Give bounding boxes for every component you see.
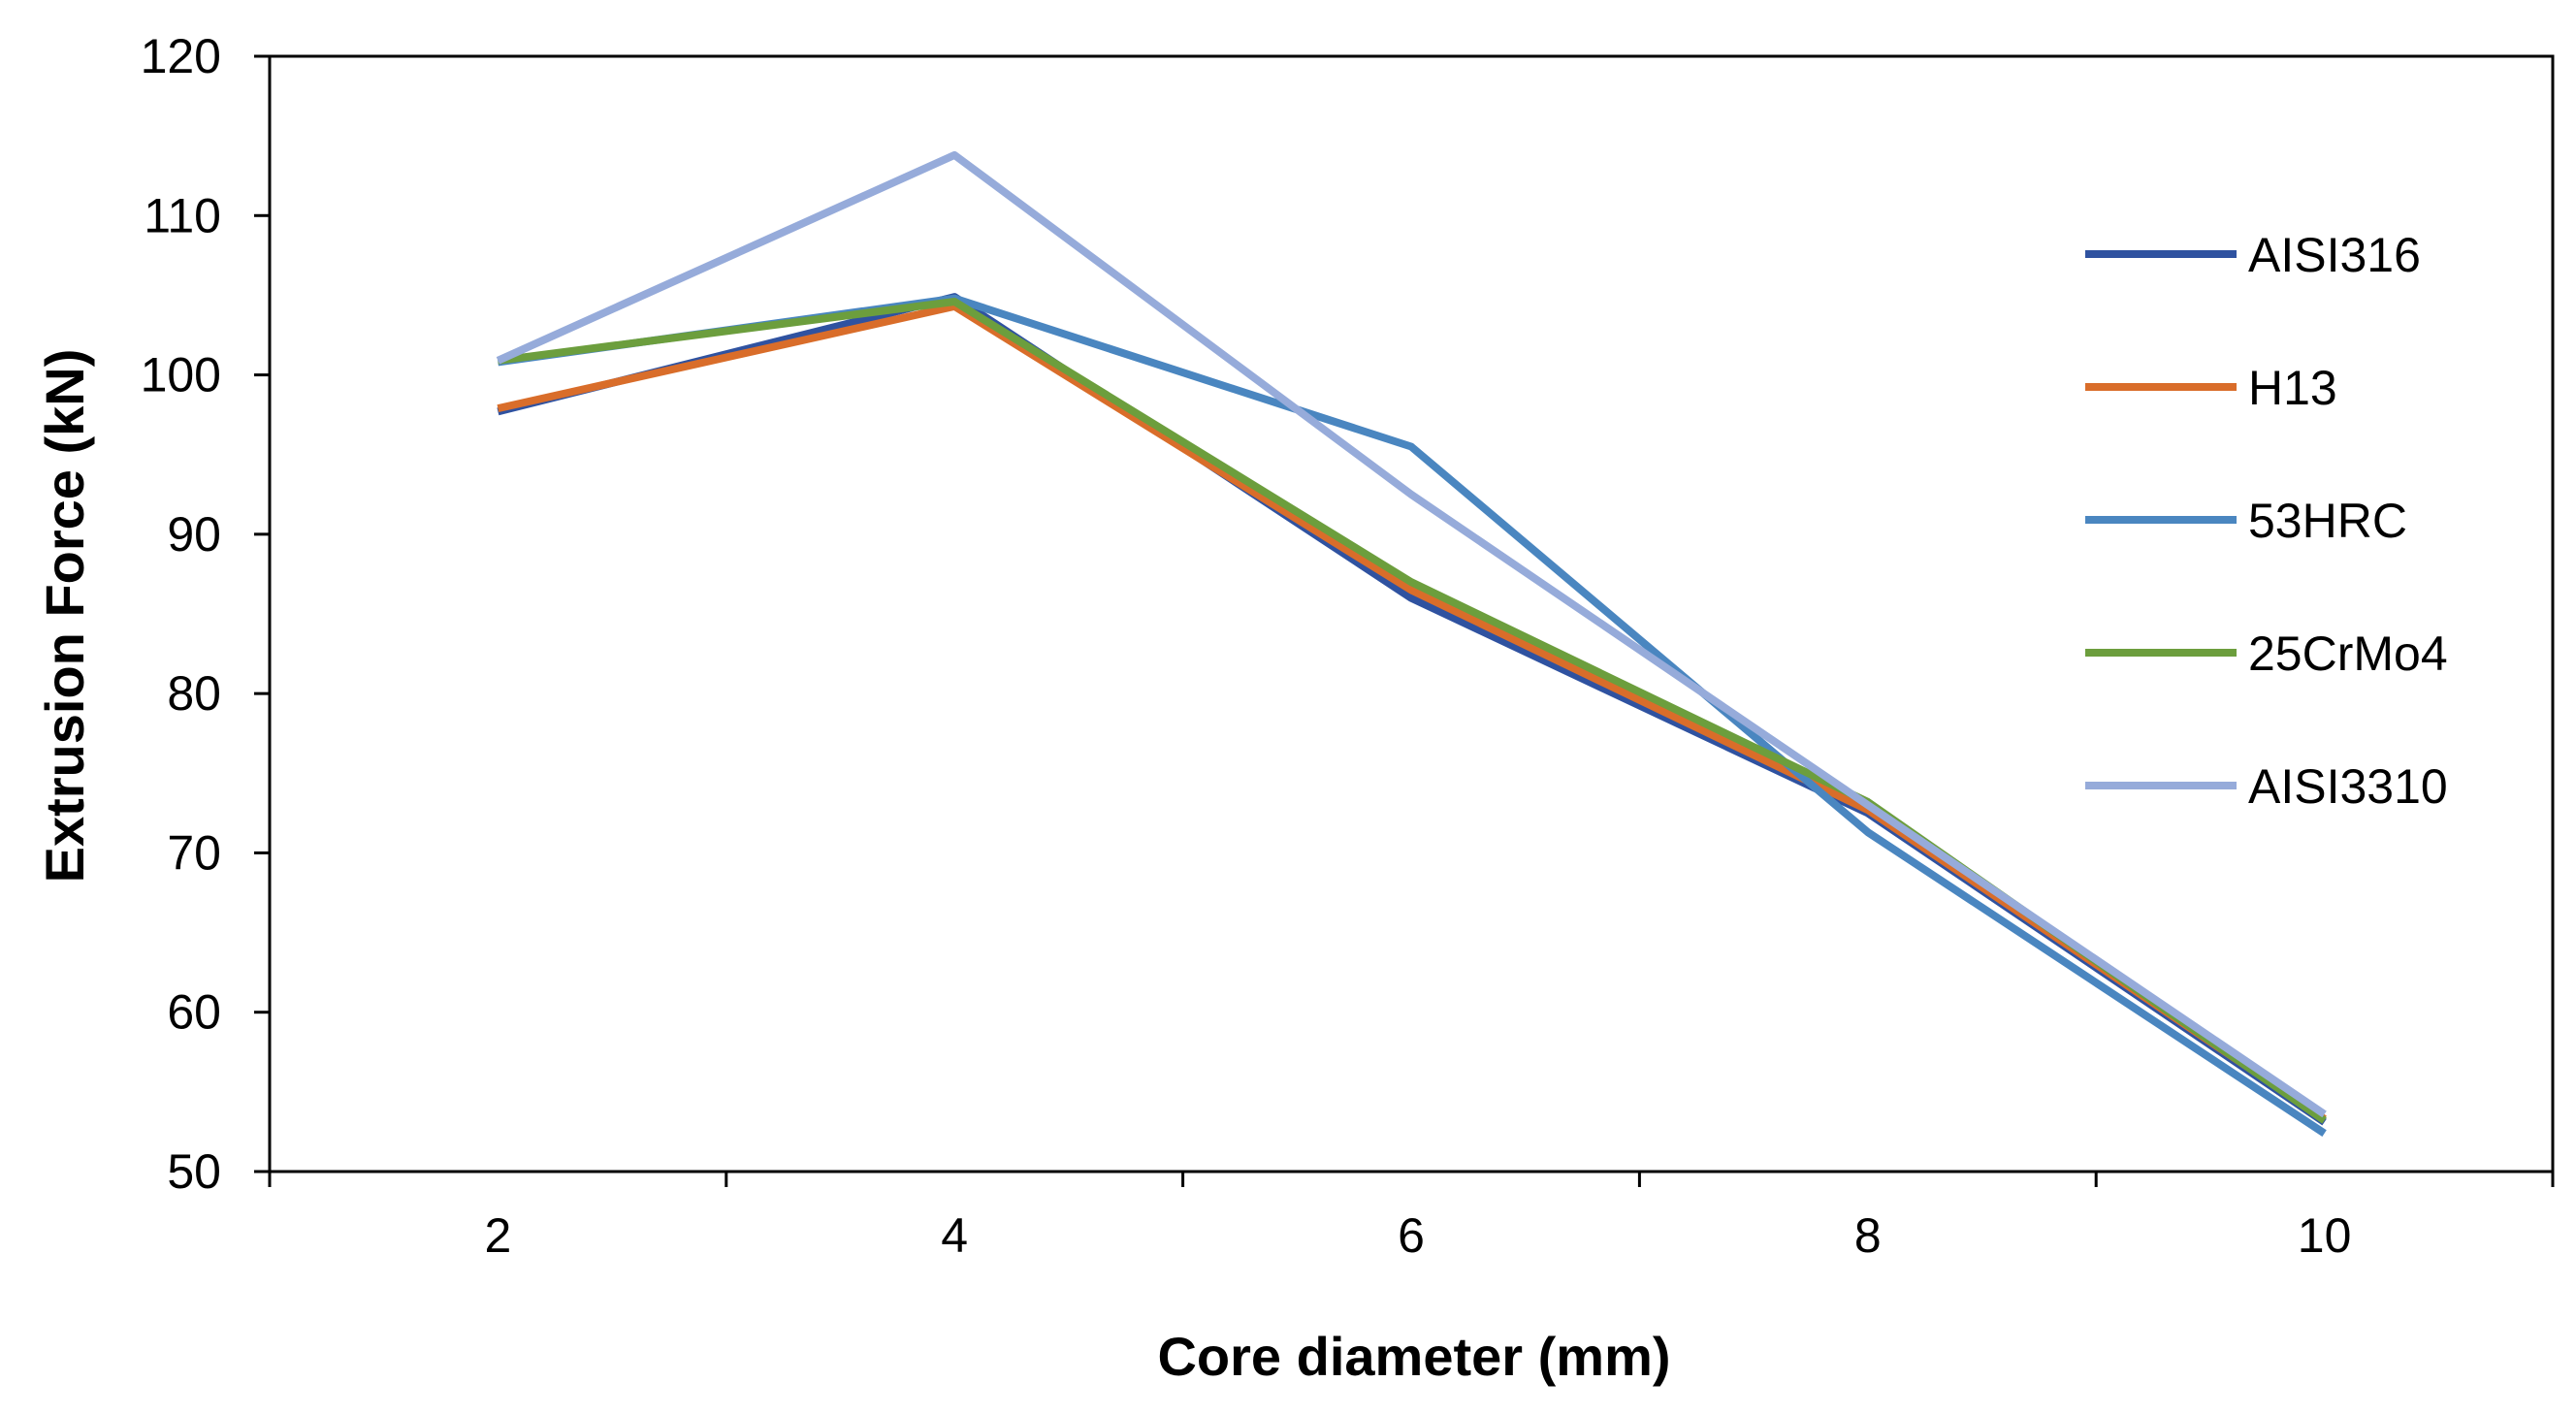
y-tick-label: 50: [167, 1144, 221, 1199]
legend: AISI316 H13 53HRC 25CrMo4 AISI3310: [2085, 228, 2448, 814]
series-line-aisi316: [497, 293, 2327, 1126]
x-tick-label: 2: [484, 1208, 511, 1263]
x-tick-label: 4: [941, 1208, 968, 1263]
x-tick-label: 10: [2298, 1208, 2352, 1263]
y-tick-label: 90: [167, 507, 221, 562]
legend-label-h13: H13: [2248, 361, 2337, 415]
x-tick-label: 8: [1854, 1208, 1882, 1263]
y-tick-label: 60: [167, 985, 221, 1040]
series-line-25crmo4: [497, 298, 2327, 1124]
series-line-aisi3310: [496, 150, 2327, 1118]
legend-label-25crmo4: 25CrMo4: [2248, 627, 2448, 681]
legend-label-aisi316: AISI316: [2248, 228, 2421, 282]
legend-label-aisi3310: AISI3310: [2248, 759, 2448, 814]
series-line-53hrc: [497, 294, 2327, 1137]
y-tick-label: 100: [141, 348, 221, 402]
legend-label-53hrc: 53HRC: [2248, 494, 2407, 548]
plot-area-frame: [268, 54, 2555, 1173]
y-axis-title: Extrusion Force (kN): [34, 349, 95, 884]
axes-layer: 50 60 70 80 90 100 110 120 2 4 6 8 10: [141, 29, 2555, 1263]
series-layer: [496, 150, 2327, 1137]
y-tick-label: 120: [141, 29, 221, 83]
y-tick-label: 110: [144, 188, 221, 242]
x-tick-label: 6: [1398, 1208, 1425, 1263]
y-tick-label: 80: [167, 666, 221, 721]
x-axis-title: Core diameter (mm): [1157, 1326, 1670, 1387]
series-line-h13: [497, 302, 2327, 1123]
y-tick-label: 70: [167, 825, 221, 880]
